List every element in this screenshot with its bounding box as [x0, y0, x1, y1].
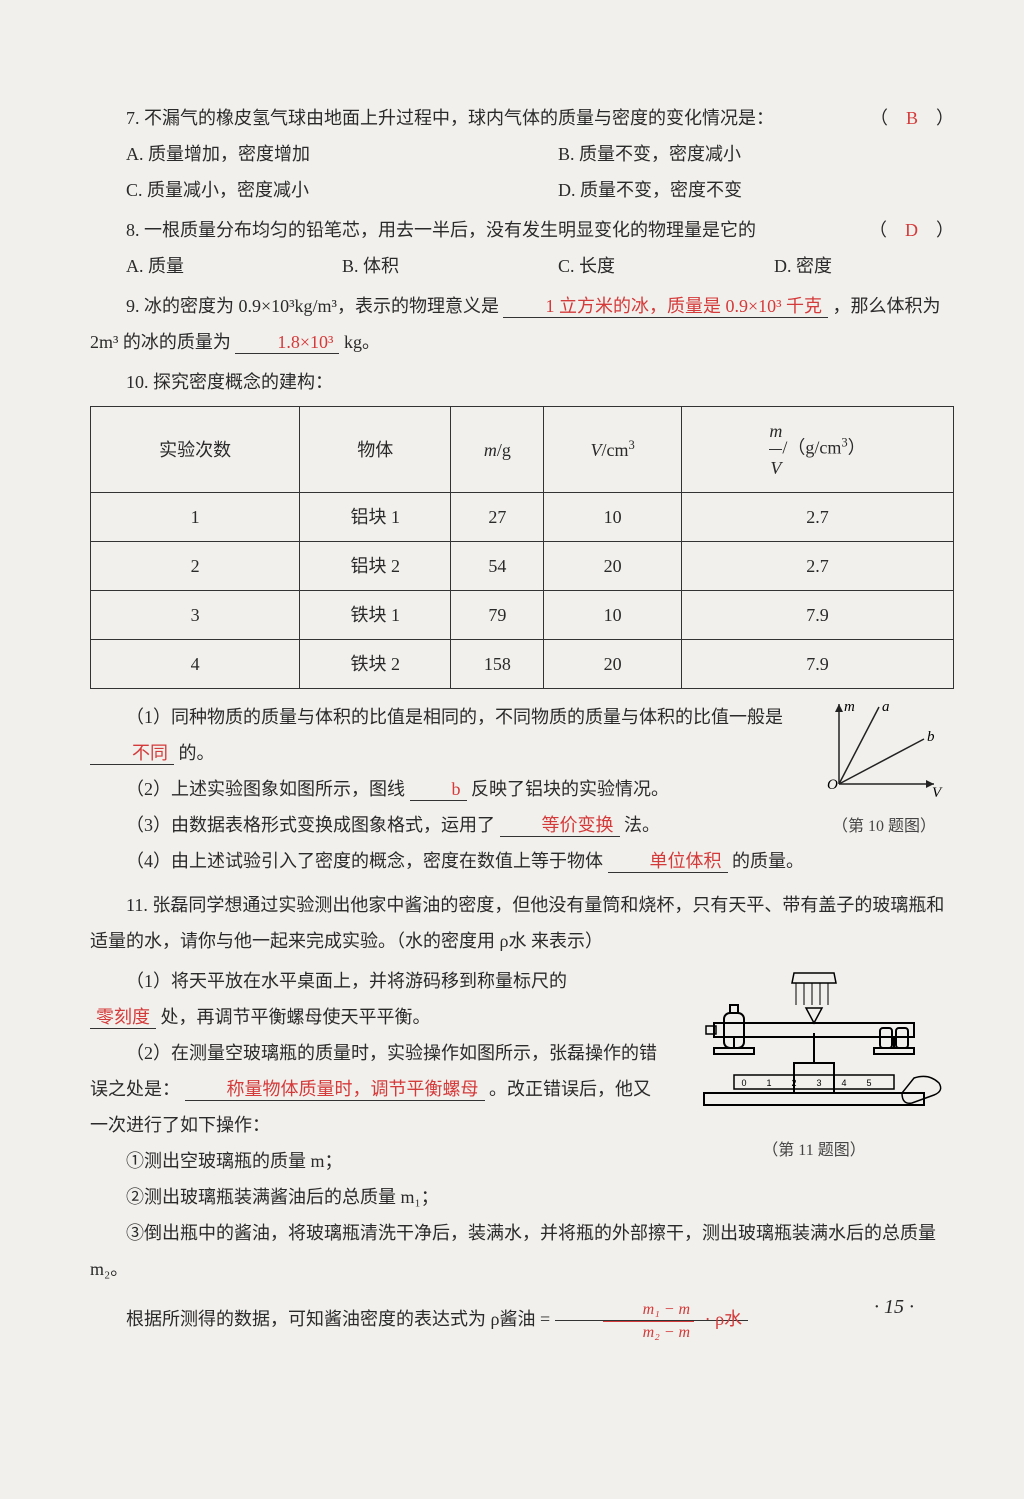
q11-result-a: 根据所测得的数据，可知酱油密度的表达式为 ρ酱油 = [126, 1309, 550, 1329]
q8-option-b: B. 体积 [306, 248, 522, 284]
table-cell: 27 [451, 493, 544, 542]
q11-figure: 0 1 2 3 4 5 （第 11 题图） [674, 963, 954, 1167]
line-b-label: b [927, 729, 935, 745]
question-7: 7. 不漏气的橡皮氢气球由地面上升过程中，球内气体的质量与密度的变化情况是： （… [90, 100, 954, 208]
svg-text:0: 0 [741, 1078, 746, 1088]
table-cell: 10 [544, 591, 682, 640]
q8-answer: D [905, 220, 918, 240]
q10-p1a: （1）同种物质的质量与体积的比值是相同的，不同物质的质量与体积的比值一般是 [126, 707, 783, 727]
svg-text:1: 1 [766, 1078, 771, 1088]
q9-blank1: 1 立方米的冰，质量是 0.9×10³ 千克 [503, 296, 828, 318]
q11-step3: ③倒出瓶中的酱油，将玻璃瓶清洗干净后，装满水，并将瓶的外部擦干，测出玻璃瓶装满水… [90, 1215, 954, 1287]
table-row: 2铝块 254202.7 [91, 542, 954, 591]
q7-option-d: D. 质量不变，密度不变 [522, 172, 954, 208]
q7-answer: B [906, 108, 918, 128]
x-axis-label: V [932, 785, 943, 799]
q11-p1-blank: 零刻度 [90, 1007, 156, 1029]
q10-p1-blank: 不同 [90, 743, 174, 765]
table-row: 3铁块 179107.9 [91, 591, 954, 640]
q10-p4-blank: 单位体积 [608, 851, 728, 873]
q7-option-a: A. 质量增加，密度增加 [90, 136, 522, 172]
th-3: V/cm3 [544, 407, 682, 493]
q10-p3b: 法。 [624, 815, 660, 835]
q10-p4a: （4）由上述试验引入了密度的概念，密度在数值上等于物体 [126, 851, 603, 871]
q10-graph-caption: （第 10 题图） [824, 811, 944, 843]
q11-p1a: （1）将天平放在水平桌面上，并将游码移到称量标尺的 [126, 971, 567, 991]
table-cell: 铁块 2 [300, 640, 451, 689]
q9-prefix: 9. 冰的密度为 0.9×10³kg/m³，表示的物理意义是 [126, 296, 499, 316]
table-cell: 20 [544, 542, 682, 591]
question-9: 9. 冰的密度为 0.9×10³kg/m³，表示的物理意义是 1 立方米的冰，质… [90, 288, 954, 360]
q10-p2-blank: b [410, 779, 467, 801]
q8-option-a: A. 质量 [90, 248, 306, 284]
q11-caption: （第 11 题图） [674, 1135, 954, 1167]
formula-bot: m₂ − m [603, 1322, 694, 1344]
q7-stem: 7. 不漏气的橡皮氢气球由地面上升过程中，球内气体的质量与密度的变化情况是： [126, 108, 774, 128]
th-0: 实验次数 [91, 407, 300, 493]
page-number: · 15 · [874, 1296, 914, 1319]
table-cell: 10 [544, 493, 682, 542]
table-cell: 2 [91, 542, 300, 591]
q9-suffix: kg。 [344, 332, 380, 352]
q11-step2: ②测出玻璃瓶装满酱油后的总质量 m₁； [90, 1179, 954, 1215]
table-cell: 2.7 [681, 542, 953, 591]
q11-p2-blank: 称量物体质量时，调节平衡螺母 [185, 1079, 485, 1101]
svg-text:2: 2 [791, 1078, 796, 1088]
table-cell: 158 [451, 640, 544, 689]
svg-text:4: 4 [841, 1078, 846, 1088]
line-a-label: a [882, 699, 890, 715]
table-cell: 3 [91, 591, 300, 640]
q10-p2a: （2）上述实验图象如图所示，图线 [126, 779, 405, 799]
formula-tail: · ρ水 [705, 1309, 742, 1329]
q8-answer-paren: （ D ） [833, 212, 954, 248]
table-row: 1铝块 127102.7 [91, 493, 954, 542]
q10-p4b: 的质量。 [732, 851, 804, 871]
table-cell: 79 [451, 591, 544, 640]
q10-subquestions: O m V a b （第 10 题图） （1）同种物质的质量与体积的比值是相同的… [90, 699, 954, 879]
origin-label: O [827, 777, 838, 793]
balance-icon: 0 1 2 3 4 5 [684, 963, 944, 1123]
svg-text:3: 3 [816, 1078, 821, 1088]
y-axis-label: m [844, 699, 855, 715]
q10-title: 10. 探究密度概念的建构： [90, 364, 954, 400]
table-row: 4铁块 2158207.9 [91, 640, 954, 689]
table-cell: 7.9 [681, 591, 953, 640]
question-8: 8. 一根质量分布均匀的铅笔芯，用去一半后，没有发生明显变化的物理量是它的 （ … [90, 212, 954, 284]
q11-formula: m₁ − m m₂ − m [597, 1299, 700, 1343]
q10-table: 实验次数 物体 m/g V/cm3 mV/（g/cm3） 1铝块 127102.… [90, 406, 954, 689]
q10-p1b: 的。 [179, 743, 215, 763]
q7-option-b: B. 质量不变，密度减小 [522, 136, 954, 172]
th-1: 物体 [300, 407, 451, 493]
th-4: mV/（g/cm3） [681, 407, 953, 493]
q10-p2b: 反映了铝块的实验情况。 [471, 779, 669, 799]
table-cell: 铝块 2 [300, 542, 451, 591]
q7-answer-paren: （ B ） [834, 100, 954, 136]
q11-result: 根据所测得的数据，可知酱油密度的表达式为 ρ酱油 = m₁ − m m₂ − m… [90, 1299, 954, 1337]
formula-top: m₁ − m [603, 1299, 694, 1322]
table-cell: 铝块 1 [300, 493, 451, 542]
table-cell: 54 [451, 542, 544, 591]
q7-option-c: C. 质量减小，密度减小 [90, 172, 522, 208]
table-cell: 2.7 [681, 493, 953, 542]
th-2: m/g [451, 407, 544, 493]
q8-option-c: C. 长度 [522, 248, 738, 284]
q10-graph: O m V a b （第 10 题图） [824, 699, 944, 799]
q9-blank2: 1.8×10³ [235, 332, 339, 354]
table-cell: 铁块 1 [300, 591, 451, 640]
table-cell: 7.9 [681, 640, 953, 689]
table-header-row: 实验次数 物体 m/g V/cm3 mV/（g/cm3） [91, 407, 954, 493]
table-cell: 1 [91, 493, 300, 542]
table-cell: 20 [544, 640, 682, 689]
q11-p1b: 处，再调节平衡螺母使天平平衡。 [161, 1007, 431, 1027]
table-cell: 4 [91, 640, 300, 689]
q8-option-d: D. 密度 [738, 248, 954, 284]
q8-stem: 8. 一根质量分布均匀的铅笔芯，用去一半后，没有发生明显变化的物理量是它的 [126, 220, 756, 240]
q11-intro: 11. 张磊同学想通过实验测出他家中酱油的密度，但他没有量筒和烧杯，只有天平、带… [90, 887, 954, 959]
svg-text:5: 5 [866, 1078, 871, 1088]
q10-p3a: （3）由数据表格形式变换成图象格式，运用了 [126, 815, 495, 835]
q10-p3-blank: 等价变换 [500, 815, 620, 837]
